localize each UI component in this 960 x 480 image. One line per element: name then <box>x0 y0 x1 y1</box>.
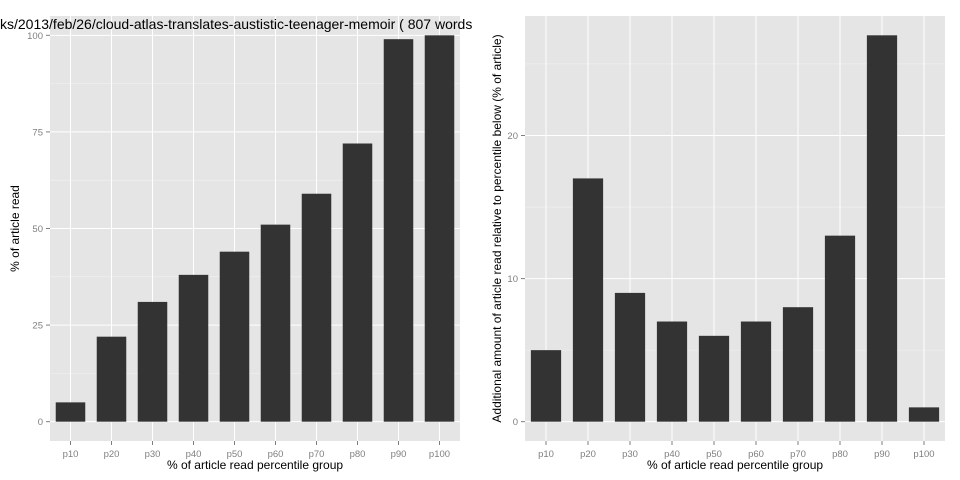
x-tick-label-p90: p90 <box>874 449 890 460</box>
bar-p60 <box>740 321 772 422</box>
bar-p90 <box>383 39 414 422</box>
x-tick-label-p100: p100 <box>429 449 450 460</box>
x-tick-label-p20: p20 <box>580 449 596 460</box>
left-axis-ticks: 0 25 50 75 100 p10 p20 p30 p40 p50 p60 p70 p80 p90 p10… <box>27 31 450 460</box>
left-x-axis-title: % of article read percentile group <box>167 458 343 472</box>
right-x-axis-title: % of article read percentile group <box>647 458 823 472</box>
bar-p70 <box>782 307 814 422</box>
right-y-axis-title: Additional amount of article read relati… <box>490 34 504 422</box>
left-bars <box>55 35 455 422</box>
y-tick-label: 0 <box>513 417 518 428</box>
y-tick-label: 75 <box>32 127 43 138</box>
left-chart-title: ks/2013/feb/26/cloud-atlas-translates-au… <box>0 16 472 32</box>
left-y-axis-title: % of article read <box>8 185 22 272</box>
x-tick-label-p50: p50 <box>706 449 722 460</box>
x-tick-label-p30: p30 <box>622 449 638 460</box>
right-axis-ticks: 0 10 20 p10 p20 p30 p40 p50 p60 p70 p80 p90 p100 <box>507 131 934 460</box>
x-tick-label-p80: p80 <box>350 449 366 460</box>
bar-p70 <box>301 193 332 422</box>
bar-p80 <box>342 143 373 422</box>
x-tick-label-p10: p10 <box>538 449 554 460</box>
x-tick-label-p40: p40 <box>186 449 202 460</box>
x-tick-label-p10: p10 <box>63 449 79 460</box>
bar-p30 <box>137 301 168 422</box>
x-tick-label-p70: p70 <box>309 449 325 460</box>
y-tick-label: 25 <box>32 321 43 332</box>
x-tick-label-p20: p20 <box>104 449 120 460</box>
bar-p100 <box>908 407 940 422</box>
bar-p20 <box>96 336 127 422</box>
bar-p100 <box>424 35 455 422</box>
bar-p50 <box>698 335 730 422</box>
y-tick-label: 20 <box>507 131 518 142</box>
x-tick-label-p30: p30 <box>145 449 161 460</box>
bar-p50 <box>219 251 250 422</box>
y-tick-label: 0 <box>38 417 43 428</box>
bar-p40 <box>178 274 209 422</box>
bar-p20 <box>572 178 604 422</box>
x-tick-label-p100: p100 <box>913 449 934 460</box>
bar-p90 <box>866 35 898 422</box>
x-tick-label-p70: p70 <box>790 449 806 460</box>
x-tick-label-p90: p90 <box>391 449 407 460</box>
bar-p10 <box>530 350 562 422</box>
right-bars <box>530 35 940 422</box>
x-tick-label-p40: p40 <box>664 449 680 460</box>
bar-p30 <box>614 292 646 422</box>
bar-p10 <box>55 402 86 422</box>
x-tick-label-p50: p50 <box>227 449 243 460</box>
x-tick-label-p60: p60 <box>748 449 764 460</box>
bar-p40 <box>656 321 688 422</box>
x-tick-label-p80: p80 <box>832 449 848 460</box>
y-tick-label: 100 <box>27 31 43 42</box>
x-tick-label-p60: p60 <box>268 449 284 460</box>
y-tick-label: 10 <box>507 274 518 285</box>
bar-p80 <box>824 235 856 422</box>
y-tick-label: 50 <box>32 224 43 235</box>
bar-p60 <box>260 224 291 422</box>
